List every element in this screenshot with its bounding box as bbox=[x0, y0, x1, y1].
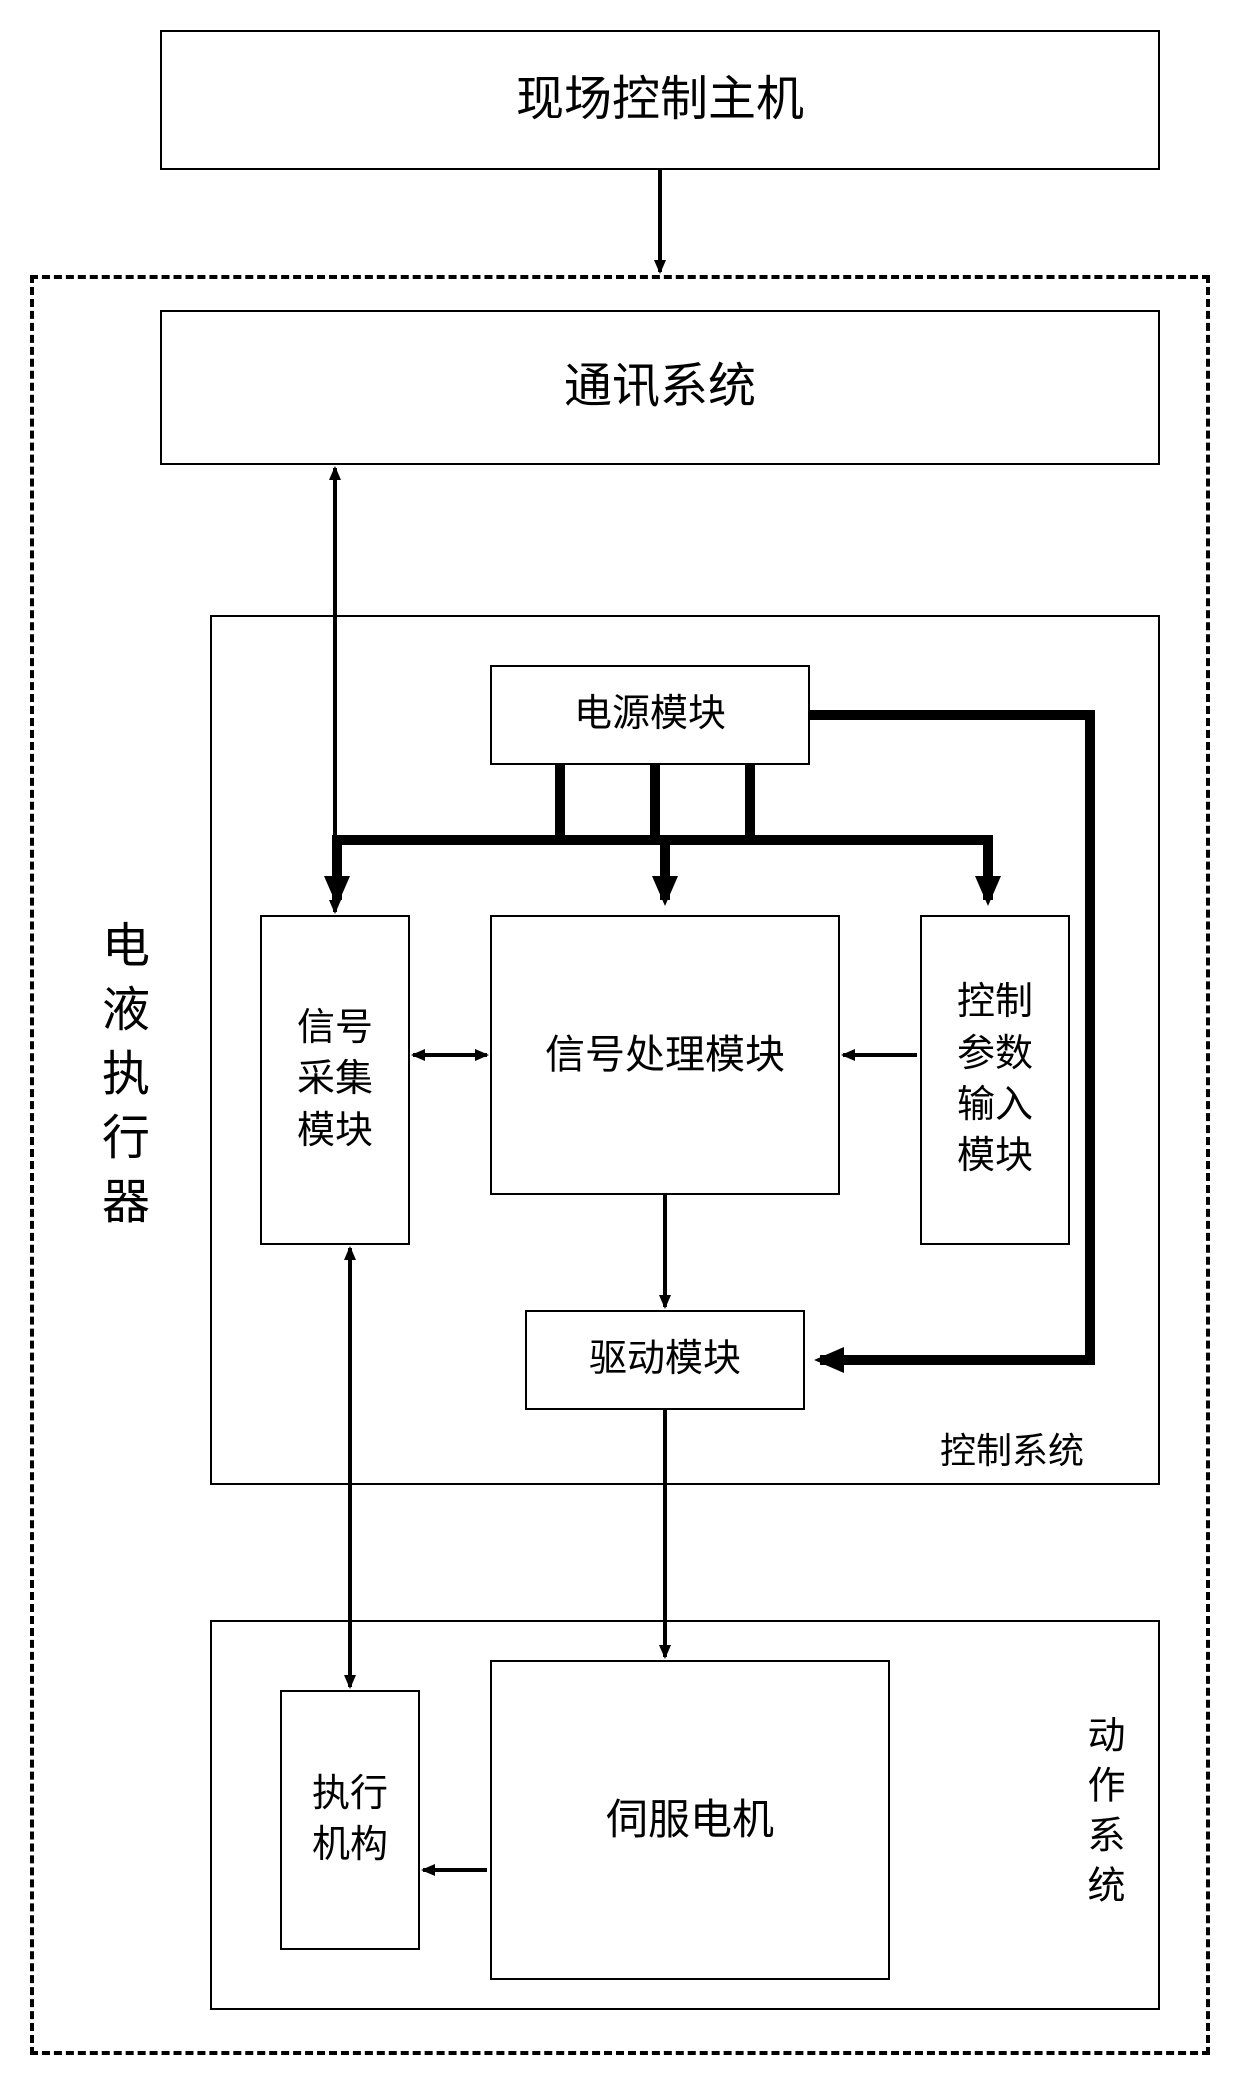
node-field-host: 现场控制主机 bbox=[160, 30, 1160, 170]
label-control-sys: 控制系统 bbox=[940, 1428, 1084, 1475]
node-drive: 驱动模块 bbox=[525, 1310, 805, 1410]
label-power: 电源模块 bbox=[574, 690, 726, 739]
label-action-sys: 动作系统 bbox=[1075, 1715, 1130, 1915]
label-signal-acq: 信号采集模块 bbox=[297, 1003, 373, 1157]
node-param-in: 控制参数输入模块 bbox=[920, 915, 1070, 1245]
label-servo: 伺服电机 bbox=[606, 1793, 774, 1848]
label-drive: 驱动模块 bbox=[589, 1335, 741, 1384]
node-power: 电源模块 bbox=[490, 665, 810, 765]
label-actuator-side: 电液执行器 bbox=[85, 920, 155, 1240]
label-exec-mech: 执行机构 bbox=[312, 1769, 388, 1872]
node-exec-mech: 执行机构 bbox=[280, 1690, 420, 1950]
label-signal-proc: 信号处理模块 bbox=[545, 1029, 785, 1081]
node-signal-acq: 信号采集模块 bbox=[260, 915, 410, 1245]
label-field-host: 现场控制主机 bbox=[516, 69, 804, 131]
label-param-in: 控制参数输入模块 bbox=[957, 977, 1033, 1182]
diagram-canvas: 现场控制主机 电液执行器 通讯系统 控制系统 电源模块 信号采集模块 信号处理模… bbox=[0, 0, 1240, 2085]
node-signal-proc: 信号处理模块 bbox=[490, 915, 840, 1195]
label-comm-sys: 通讯系统 bbox=[564, 356, 756, 418]
node-servo: 伺服电机 bbox=[490, 1660, 890, 1980]
node-comm-sys: 通讯系统 bbox=[160, 310, 1160, 465]
